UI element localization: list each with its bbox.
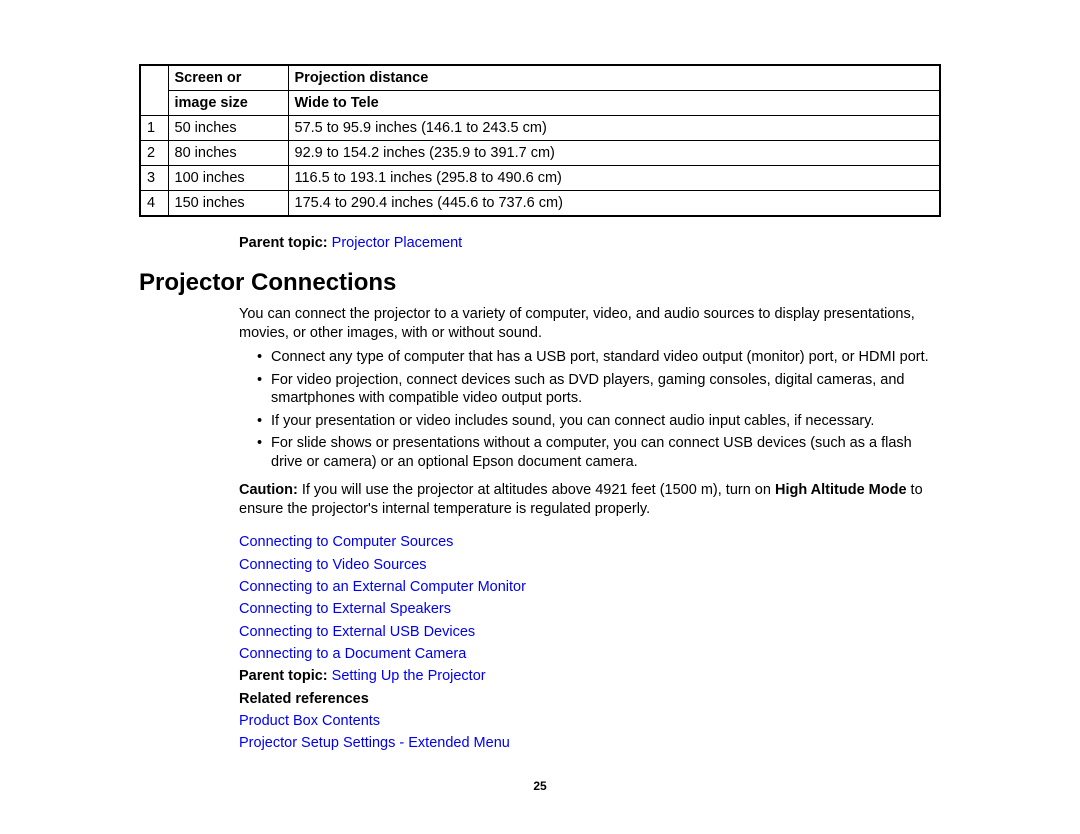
- cell-num: 4: [140, 191, 168, 217]
- bullet-item: If your presentation or video includes s…: [257, 412, 941, 431]
- topic-link[interactable]: Connecting to External USB Devices: [239, 624, 475, 640]
- cell-dist: 57.5 to 95.9 inches (146.1 to 243.5 cm): [288, 116, 940, 141]
- parent-topic-label: Parent topic:: [239, 235, 332, 251]
- caution-label: Caution:: [239, 482, 298, 498]
- table-header-size-l2: image size: [168, 91, 288, 116]
- table-header-blank: [140, 65, 168, 116]
- document-page: Screen or Projection distance image size…: [0, 0, 1080, 793]
- cell-num: 2: [140, 141, 168, 166]
- cell-size: 50 inches: [168, 116, 288, 141]
- cell-num: 3: [140, 166, 168, 191]
- table-row: 2 80 inches 92.9 to 154.2 inches (235.9 …: [140, 141, 940, 166]
- table-row: 4 150 inches 175.4 to 290.4 inches (445.…: [140, 191, 940, 217]
- section-heading: Projector Connections: [139, 269, 941, 297]
- parent-topic-2: Parent topic: Setting Up the Projector: [239, 666, 941, 686]
- cell-size: 150 inches: [168, 191, 288, 217]
- cell-dist: 92.9 to 154.2 inches (235.9 to 391.7 cm): [288, 141, 940, 166]
- topic-links: Connecting to Computer Sources Connectin…: [239, 532, 941, 753]
- projection-distance-table: Screen or Projection distance image size…: [139, 64, 941, 217]
- table-header-dist-l2: Wide to Tele: [288, 91, 940, 116]
- parent-topic-link[interactable]: Projector Placement: [332, 235, 463, 251]
- table-row: 3 100 inches 116.5 to 193.1 inches (295.…: [140, 166, 940, 191]
- cell-num: 1: [140, 116, 168, 141]
- caution-text-pre: If you will use the projector at altitud…: [298, 482, 775, 498]
- parent-topic-link[interactable]: Setting Up the Projector: [332, 668, 486, 684]
- caution-paragraph: Caution: If you will use the projector a…: [239, 481, 941, 518]
- bullet-item: Connect any type of computer that has a …: [257, 348, 941, 367]
- related-link[interactable]: Projector Setup Settings - Extended Menu: [239, 735, 510, 751]
- topic-link[interactable]: Connecting to an External Computer Monit…: [239, 579, 526, 595]
- bullet-item: For video projection, connect devices su…: [257, 371, 941, 408]
- related-references-label: Related references: [239, 689, 941, 709]
- cell-dist: 175.4 to 290.4 inches (445.6 to 737.6 cm…: [288, 191, 940, 217]
- topic-link[interactable]: Connecting to Video Sources: [239, 557, 427, 573]
- topic-link[interactable]: Connecting to a Document Camera: [239, 646, 466, 662]
- table-header-size-l1: Screen or: [168, 65, 288, 91]
- caution-bold: High Altitude Mode: [775, 482, 907, 498]
- table-header-dist-l1: Projection distance: [288, 65, 940, 91]
- parent-topic-1: Parent topic: Projector Placement: [239, 235, 941, 251]
- cell-dist: 116.5 to 193.1 inches (295.8 to 490.6 cm…: [288, 166, 940, 191]
- table-row: 1 50 inches 57.5 to 95.9 inches (146.1 t…: [140, 116, 940, 141]
- related-link[interactable]: Product Box Contents: [239, 713, 380, 729]
- intro-paragraph: You can connect the projector to a varie…: [239, 305, 941, 342]
- parent-topic-label: Parent topic:: [239, 668, 332, 684]
- cell-size: 80 inches: [168, 141, 288, 166]
- cell-size: 100 inches: [168, 166, 288, 191]
- bullet-list: Connect any type of computer that has a …: [239, 348, 941, 471]
- topic-link[interactable]: Connecting to External Speakers: [239, 601, 451, 617]
- topic-link[interactable]: Connecting to Computer Sources: [239, 534, 453, 550]
- bullet-item: For slide shows or presentations without…: [257, 434, 941, 471]
- page-number: 25: [139, 779, 941, 793]
